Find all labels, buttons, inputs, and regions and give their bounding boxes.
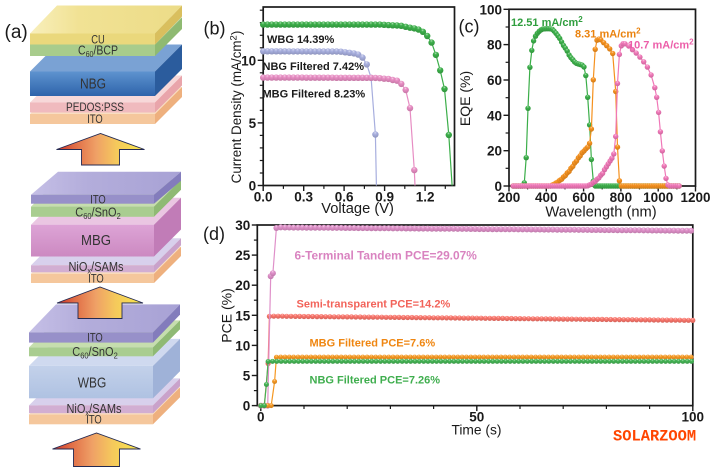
- svg-text:15: 15: [235, 308, 251, 323]
- svg-text:NiOx/SAMs: NiOx/SAMs: [68, 260, 123, 275]
- svg-text:0.6: 0.6: [335, 190, 354, 205]
- svg-text:WBG 14.39%: WBG 14.39%: [267, 34, 334, 46]
- svg-text:0: 0: [494, 179, 502, 194]
- svg-text:100: 100: [479, 2, 502, 17]
- svg-text:NBG: NBG: [80, 77, 106, 93]
- svg-text:200: 200: [498, 190, 521, 205]
- svg-text:60: 60: [487, 73, 502, 88]
- svg-text:SOLARZOOM: SOLARZOOM: [613, 428, 696, 446]
- svg-text:8.31 mA/cm2: 8.31 mA/cm2: [575, 27, 641, 41]
- svg-text:10.7 mA/cm2: 10.7 mA/cm2: [628, 38, 694, 52]
- svg-text:80: 80: [487, 38, 502, 53]
- svg-text:0: 0: [249, 179, 257, 194]
- svg-text:400: 400: [535, 190, 558, 205]
- svg-text:NBG Filtered PCE=7.26%: NBG Filtered PCE=7.26%: [310, 375, 441, 387]
- svg-text:MBG: MBG: [81, 233, 111, 249]
- svg-text:1000: 1000: [643, 190, 673, 205]
- svg-text:600: 600: [572, 190, 595, 205]
- svg-text:800: 800: [610, 190, 633, 205]
- svg-text:C60/SnO2: C60/SnO2: [75, 206, 121, 221]
- svg-text:5: 5: [243, 369, 251, 384]
- svg-text:Wavelength (nm): Wavelength (nm): [545, 205, 656, 221]
- svg-text:5: 5: [249, 116, 257, 131]
- svg-text:0.0: 0.0: [254, 190, 273, 205]
- svg-text:WBG: WBG: [78, 376, 107, 392]
- svg-text:0.3: 0.3: [294, 190, 313, 205]
- svg-text:EQE (%): EQE (%): [457, 71, 473, 126]
- svg-text:PEDOS:PSS: PEDOS:PSS: [66, 100, 124, 114]
- svg-text:(d): (d): [203, 224, 225, 244]
- svg-text:10: 10: [235, 338, 250, 353]
- svg-text:ITO: ITO: [90, 193, 106, 207]
- svg-text:(a): (a): [5, 22, 28, 43]
- svg-text:20: 20: [487, 144, 502, 159]
- svg-text:0: 0: [257, 410, 265, 425]
- svg-text:MBG Filtered PCE=7.6%: MBG Filtered PCE=7.6%: [310, 338, 436, 350]
- svg-text:30: 30: [235, 218, 250, 233]
- svg-text:1200: 1200: [680, 190, 710, 205]
- svg-text:C60/SnO2: C60/SnO2: [72, 345, 118, 360]
- svg-text:ITO: ITO: [87, 112, 103, 126]
- svg-text:MBG Filtered 8.23%: MBG Filtered 8.23%: [263, 89, 366, 101]
- svg-text:Voltage (V): Voltage (V): [321, 201, 394, 217]
- svg-text:C60/BCP: C60/BCP: [78, 45, 118, 59]
- svg-text:ITO: ITO: [87, 331, 103, 345]
- svg-text:0.9: 0.9: [375, 190, 394, 205]
- svg-text:6-Terminal Tandem PCE=29.07%: 6-Terminal Tandem PCE=29.07%: [295, 249, 478, 263]
- svg-text:50: 50: [469, 410, 484, 425]
- svg-text:NiOx/SAMs: NiOx/SAMs: [66, 402, 121, 417]
- svg-text:12.51 mA/cm2: 12.51 mA/cm2: [511, 15, 583, 29]
- svg-text:ITO: ITO: [88, 272, 104, 286]
- svg-text:40: 40: [487, 108, 502, 123]
- svg-text:ITO: ITO: [86, 413, 102, 427]
- svg-text:Time (s): Time (s): [451, 423, 501, 438]
- svg-text:25: 25: [235, 248, 251, 263]
- svg-text:100: 100: [682, 410, 705, 425]
- svg-text:1.2: 1.2: [416, 190, 435, 205]
- svg-text:10: 10: [241, 53, 256, 68]
- svg-text:Semi-transparent PCE=14.2%: Semi-transparent PCE=14.2%: [297, 299, 451, 311]
- svg-text:CU: CU: [91, 33, 105, 47]
- svg-text:(c): (c): [459, 16, 480, 36]
- svg-text:NBG Filtered 7.42%: NBG Filtered 7.42%: [263, 61, 365, 73]
- svg-text:0: 0: [243, 399, 251, 414]
- svg-text:20: 20: [235, 278, 250, 293]
- svg-text:PCE (%): PCE (%): [219, 288, 235, 342]
- svg-text:(b): (b): [204, 19, 226, 39]
- svg-text:Current Density (mA/cm2): Current Density (mA/cm2): [229, 31, 245, 184]
